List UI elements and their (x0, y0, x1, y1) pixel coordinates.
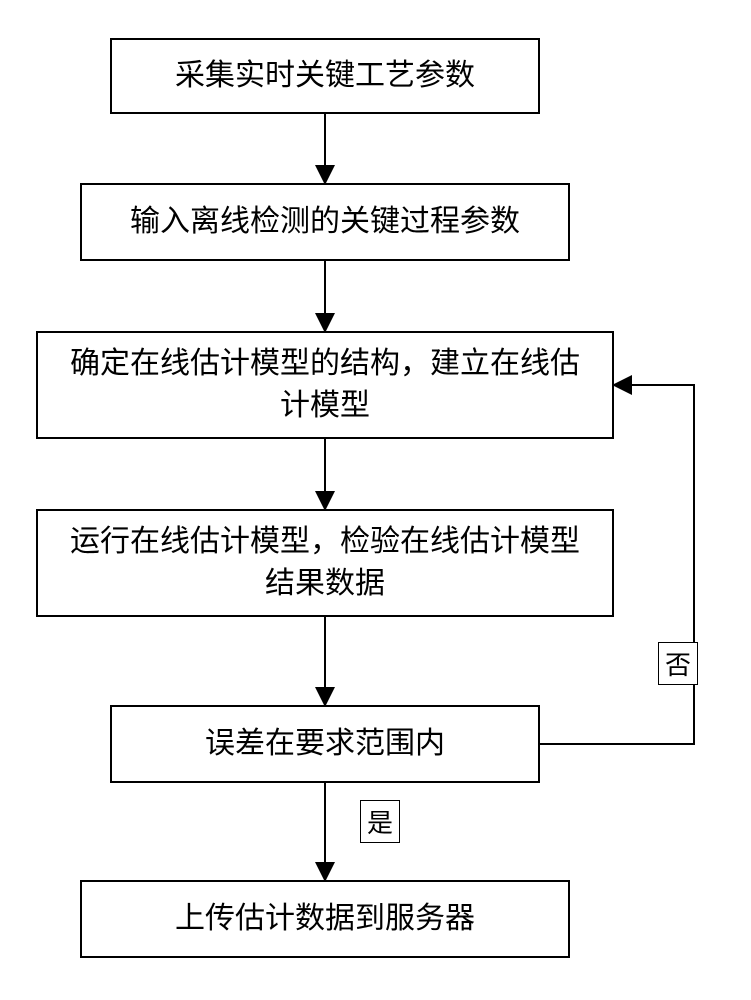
node-label: 确定在线估计模型的结构，建立在线估 计模型 (70, 343, 580, 427)
node-run-model: 运行在线估计模型，检验在线估计模型 结果数据 (36, 509, 614, 617)
node-upload: 上传估计数据到服务器 (80, 880, 570, 958)
node-label: 运行在线估计模型，检验在线估计模型 结果数据 (70, 521, 580, 605)
node-build-model: 确定在线估计模型的结构，建立在线估 计模型 (36, 331, 614, 439)
label-text: 否 (665, 651, 691, 680)
node-label: 上传估计数据到服务器 (175, 898, 475, 940)
node-label: 采集实时关键工艺参数 (175, 55, 475, 97)
node-error-check: 误差在要求范围内 (110, 705, 540, 783)
flowchart-arrows (0, 0, 751, 1000)
label-no: 否 (658, 642, 698, 685)
node-label: 输入离线检测的关键过程参数 (130, 201, 520, 243)
node-label: 误差在要求范围内 (205, 723, 445, 765)
label-yes: 是 (360, 800, 400, 843)
node-input-offline: 输入离线检测的关键过程参数 (80, 183, 570, 261)
label-text: 是 (367, 809, 393, 838)
node-collect-params: 采集实时关键工艺参数 (110, 38, 540, 114)
